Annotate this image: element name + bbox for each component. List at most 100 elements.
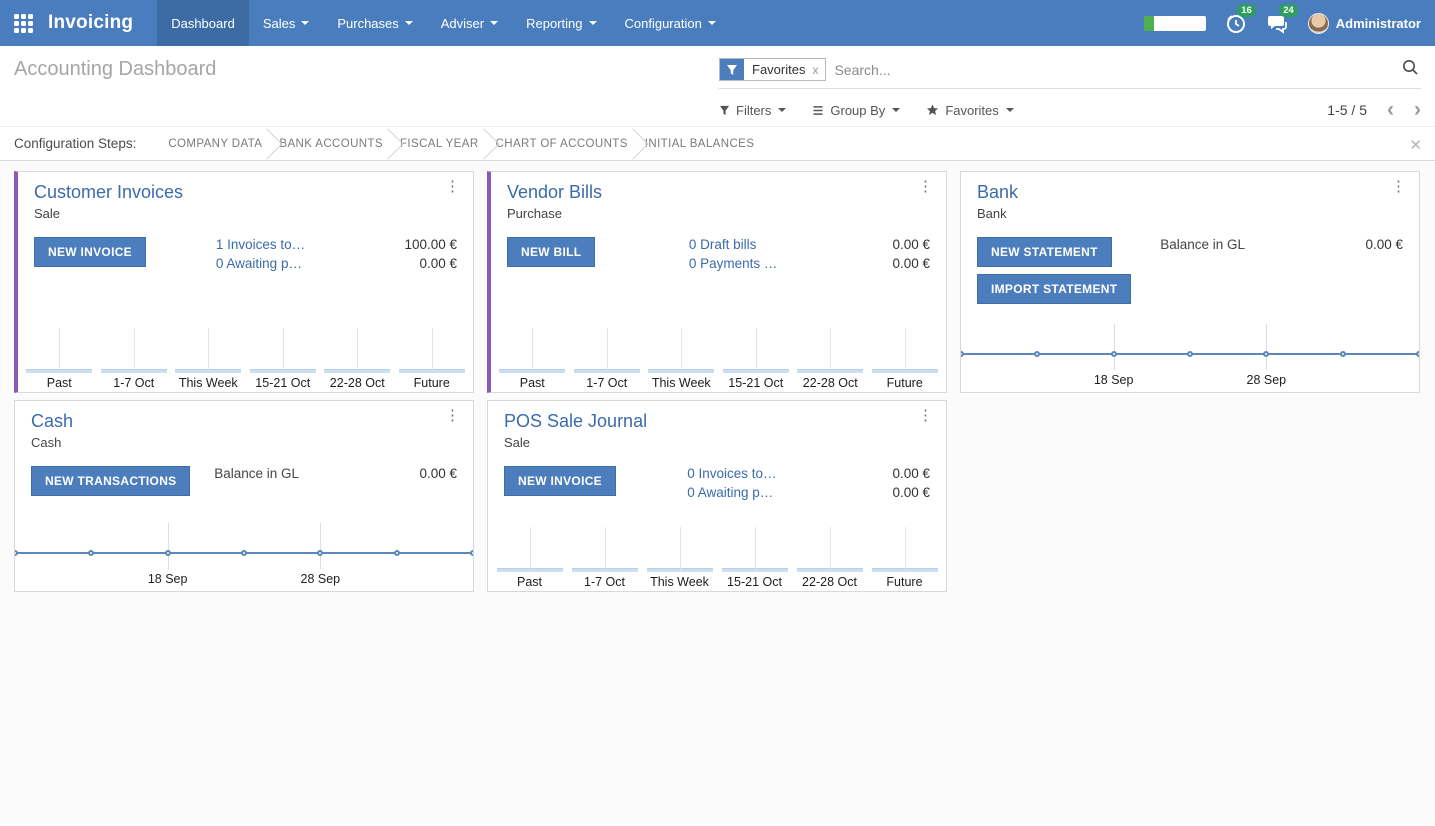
bar-value (398, 369, 465, 373)
bar-value (573, 369, 640, 373)
kebab-menu-icon[interactable]: ⋮ (445, 178, 460, 195)
journal-sparkline-chart: Past 1-7 Oct This Week 15-21 Oct 22-28 Oct Fu… (491, 326, 946, 392)
bar-gridline (606, 328, 608, 370)
data-point-marker (1110, 351, 1117, 357)
stat-row: 1 Invoices to… 100.00 € (216, 237, 457, 252)
chevron-down-icon (1005, 108, 1014, 112)
bar-category-label: Future (886, 376, 923, 390)
activity-clock-icon[interactable]: 16 (1224, 4, 1256, 35)
search-icon[interactable] (1401, 58, 1419, 81)
page-title: Accounting Dashboard (14, 58, 217, 80)
stat-row: 0 Awaiting p… 0.00 € (216, 256, 457, 271)
step-bank-accounts[interactable]: BANK ACCOUNTS (279, 137, 383, 150)
new-invoice-button[interactable]: NEW INVOICE (34, 237, 146, 267)
journal-title[interactable]: POS Sale Journal (504, 411, 648, 431)
stat-row: 0 Invoices to… 0.00 € (687, 466, 930, 481)
user-menu[interactable]: Administrator (1307, 12, 1421, 34)
bar-value (100, 369, 167, 373)
group-by-dropdown[interactable]: Group By (812, 103, 901, 118)
axis-tick-label: 28 Sep (300, 572, 341, 586)
bar-category-label: Past (519, 376, 545, 390)
journal-title[interactable]: Bank (977, 182, 1019, 202)
favorites-dropdown[interactable]: Favorites (926, 103, 1014, 118)
bar-gridline (679, 527, 681, 569)
pager-previous-icon[interactable]: ‹ (1387, 98, 1394, 121)
journal-title[interactable]: Vendor Bills (507, 182, 603, 202)
step-chart-of-accounts[interactable]: CHART OF ACCOUNTS (495, 137, 628, 150)
stat-value: 0.00 € (419, 466, 457, 481)
bar-gridline (431, 328, 433, 370)
step-initial-balances[interactable]: INITIAL BALANCES (644, 137, 755, 150)
bar-column: Future (868, 326, 943, 392)
apps-grid-icon[interactable] (14, 13, 33, 33)
bar-category-label: 1-7 Oct (584, 575, 625, 589)
stat-row: 0 Awaiting p… 0.00 € (687, 485, 930, 500)
new-bill-button[interactable]: NEW BILL (507, 237, 596, 267)
data-point-marker (1034, 351, 1041, 357)
facet-remove-icon[interactable]: x (812, 62, 819, 77)
bar-column: This Week (642, 525, 717, 591)
messages-chat-icon[interactable]: 24 (1266, 4, 1298, 35)
journal-title[interactable]: Customer Invoices (34, 182, 184, 202)
kebab-menu-icon[interactable]: ⋮ (918, 407, 933, 424)
journal-title[interactable]: Cash (31, 411, 74, 431)
kebab-menu-icon[interactable]: ⋮ (918, 178, 933, 195)
card-cash: ⋮ Cash Cash NEW TRANSACTIONS Balance in … (14, 400, 474, 592)
bar-column: 1-7 Oct (567, 525, 642, 591)
stat-link[interactable]: 1 Invoices to… (215, 237, 306, 252)
journal-sparkline-chart: 18 Sep 28 Sep (961, 320, 1419, 392)
stat-link[interactable]: 0 Draft bills (688, 237, 757, 252)
menu-dashboard[interactable]: Dashboard (157, 0, 249, 46)
data-point-marker (1339, 351, 1346, 357)
step-fiscal-year[interactable]: FISCAL YEAR (399, 137, 479, 150)
bar-category-label: This Week (650, 575, 709, 589)
bar-value (797, 369, 864, 373)
bar-column: 15-21 Oct (719, 326, 794, 392)
bar-value (871, 369, 938, 373)
bar-gridline (59, 328, 61, 370)
stat-value: 0.00 € (892, 466, 930, 481)
kebab-menu-icon[interactable]: ⋮ (445, 407, 460, 424)
filters-dropdown[interactable]: Filters (719, 103, 787, 118)
close-icon[interactable]: ✕ (1409, 137, 1422, 154)
avatar (1307, 12, 1329, 34)
search-facet-favorites[interactable]: Favorites x (719, 58, 827, 81)
menu-configuration[interactable]: Configuration (611, 0, 730, 46)
menu-reporting[interactable]: Reporting (512, 0, 610, 46)
configuration-steps-bar: Configuration Steps: COMPANY DATA BANK A… (0, 126, 1435, 161)
new-transactions-button[interactable]: NEW TRANSACTIONS (31, 466, 191, 496)
pager-next-icon[interactable]: › (1414, 98, 1421, 121)
new-statement-button[interactable]: NEW STATEMENT (977, 237, 1112, 267)
bar-column: Future (395, 326, 470, 392)
stat-value: 0.00 € (892, 237, 930, 252)
stat-link[interactable]: 0 Invoices to… (687, 466, 777, 481)
data-point-marker (241, 550, 247, 556)
menu-purchases[interactable]: Purchases (323, 0, 426, 46)
data-point-marker (164, 550, 171, 556)
bar-gridline (532, 328, 534, 370)
stat-label: Balance in GL (1160, 237, 1245, 252)
search-bar[interactable]: Favorites x (719, 58, 1421, 89)
bar-column: 15-21 Oct (717, 525, 792, 591)
import-statement-button[interactable]: IMPORT STATEMENT (977, 274, 1132, 304)
menu-adviser[interactable]: Adviser (427, 0, 512, 46)
search-input[interactable] (826, 61, 1401, 78)
axis-tick-label: 18 Sep (1093, 373, 1134, 387)
stat-value: 0.00 € (892, 485, 930, 500)
activity-badge: 16 (1237, 4, 1256, 17)
kanban-grid: ⋮ Customer Invoices Sale NEW INVOICE 1 I… (0, 161, 1435, 602)
stat-link[interactable]: 0 Awaiting p… (215, 256, 302, 271)
chevron-down-icon (892, 108, 901, 112)
menu-sales[interactable]: Sales (249, 0, 324, 46)
bar-column: 22-28 Oct (792, 525, 867, 591)
bar-gridline (357, 328, 359, 370)
kebab-menu-icon[interactable]: ⋮ (1391, 178, 1406, 195)
bar-gridline (904, 527, 906, 569)
new-invoice-button[interactable]: NEW INVOICE (504, 466, 616, 496)
stat-link[interactable]: 0 Awaiting p… (687, 485, 774, 500)
bar-category-label: 15-21 Oct (255, 376, 311, 390)
data-point-marker (961, 351, 964, 357)
stat-link[interactable]: 0 Payments … (688, 256, 778, 271)
bar-column: 15-21 Oct (246, 326, 321, 392)
step-company-data[interactable]: COMPANY DATA (168, 137, 263, 150)
